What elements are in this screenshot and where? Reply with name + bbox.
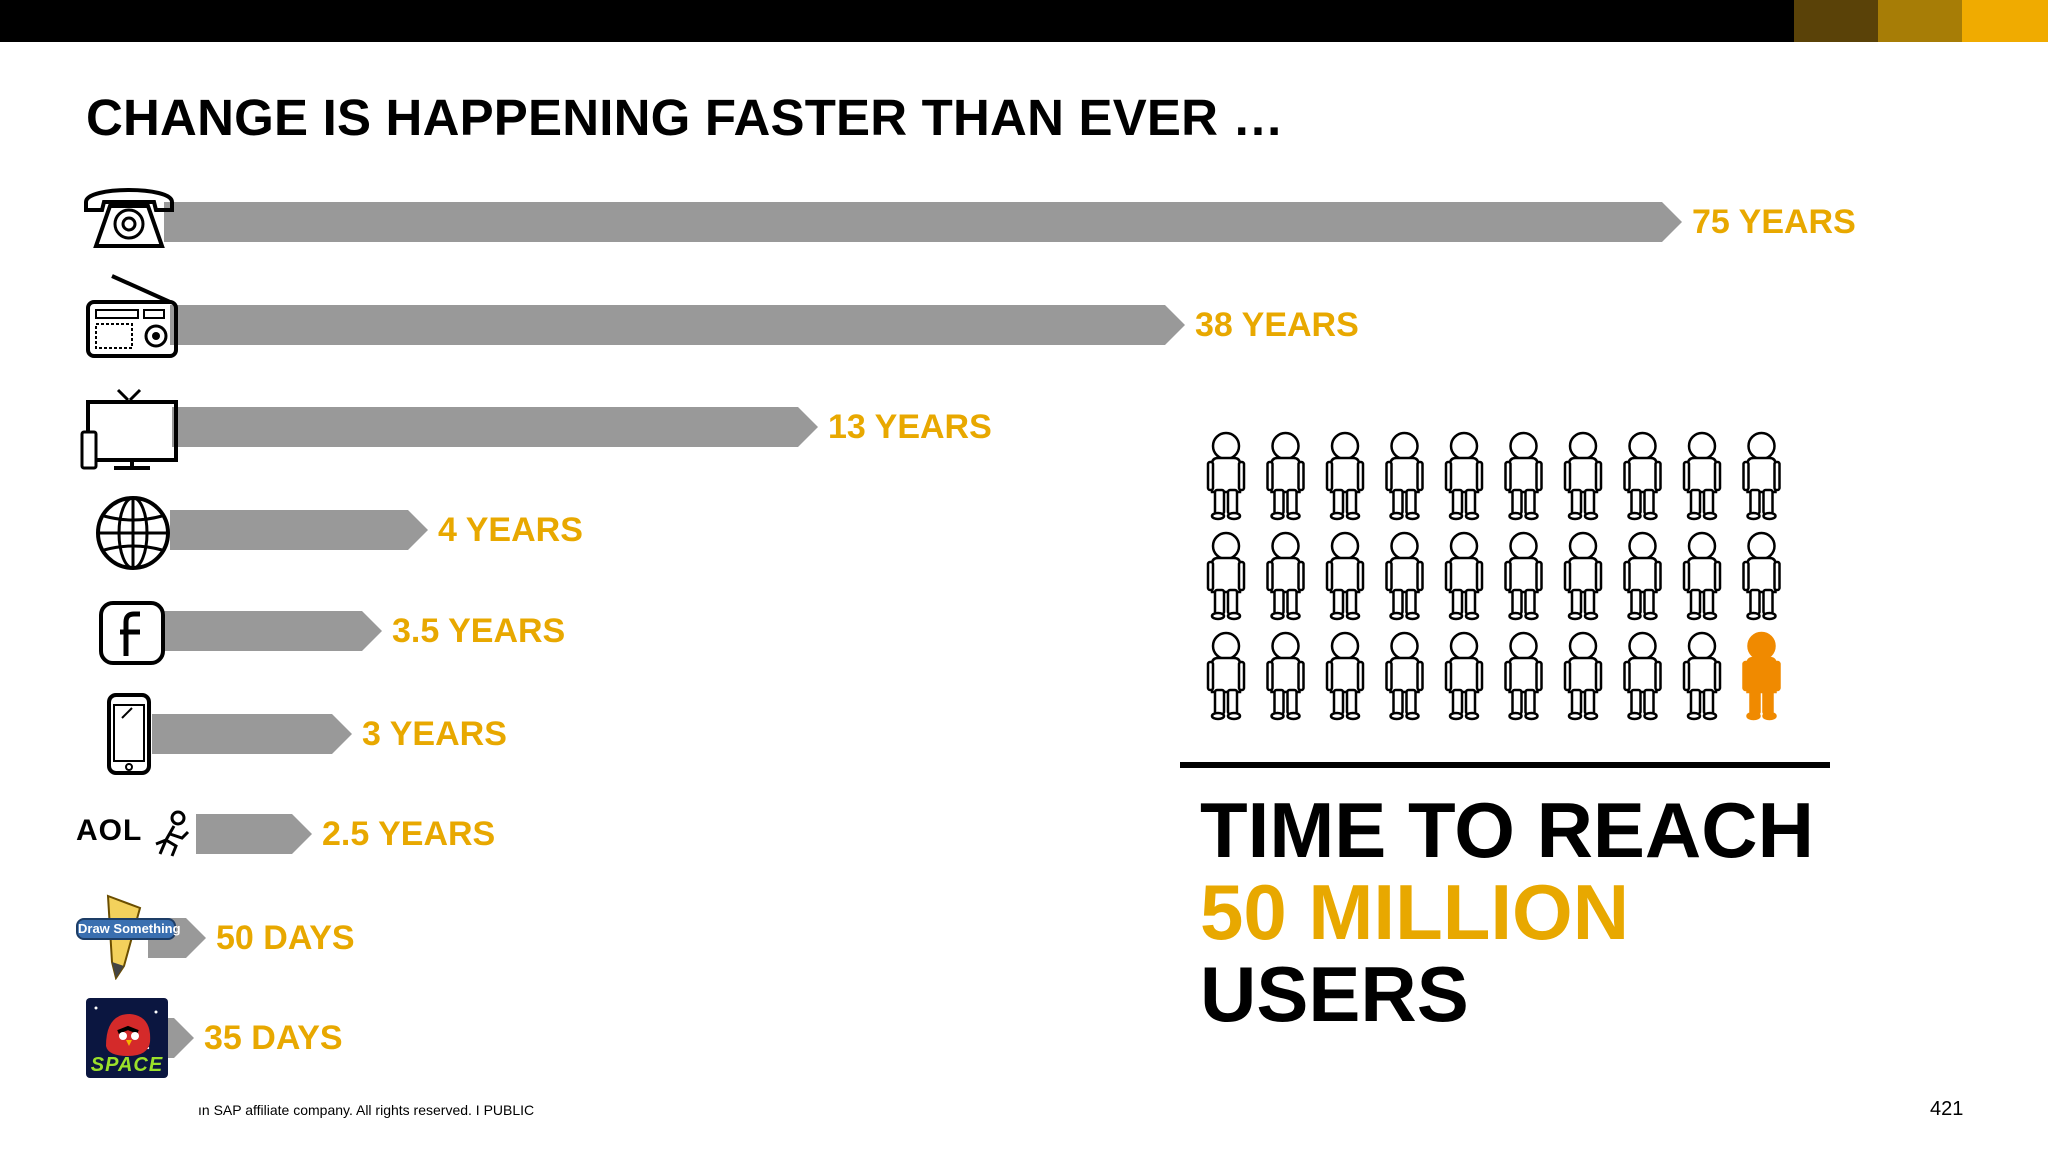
person-icon [1206, 531, 1246, 621]
person-icon [1385, 431, 1424, 521]
person-icon [1266, 631, 1305, 721]
bar-label: 13 YEARS [828, 408, 992, 446]
top-stripe-mid [1878, 0, 1962, 42]
bar-label: 3.5 YEARS [392, 612, 566, 650]
person-icon [1385, 531, 1424, 621]
angry-birds-space-icon: SPACE [86, 998, 168, 1078]
draw-something-text: Draw Something [76, 918, 181, 940]
person-icon [1563, 631, 1603, 721]
bar-label: 3 YEARS [362, 715, 507, 753]
person-icon [1266, 531, 1305, 621]
radio-icon [86, 274, 178, 358]
top-bar [0, 0, 2048, 42]
aol-logo-icon: AOL [76, 810, 196, 860]
footer-text: ın SAP affiliate company. All rights res… [198, 1102, 535, 1118]
bar-38-years [170, 305, 1185, 345]
bar-3-5-years [164, 611, 382, 651]
slide-title: CHANGE IS HAPPENING FASTER THAN EVER … [86, 89, 1284, 146]
aol-logo-text: AOL [76, 814, 143, 847]
person-icon [1444, 431, 1484, 521]
bar-label: 2.5 YEARS [322, 815, 496, 853]
person-icon [1682, 531, 1722, 621]
person-icon [1623, 431, 1662, 521]
person-icon [1563, 431, 1603, 521]
globe-icon [96, 496, 170, 570]
bar-75-years [164, 202, 1682, 242]
headline-line-3: USERS [1200, 950, 1469, 1038]
bar-label: 35 DAYS [204, 1019, 343, 1057]
headline-line-2: 50 MILLION [1200, 868, 1630, 956]
person-icon [1444, 531, 1484, 621]
facebook-icon [99, 601, 165, 665]
person-icon [1385, 631, 1424, 721]
space-logo-text: SPACE [90, 1054, 164, 1076]
bar-3-years [152, 714, 352, 754]
person-icon [1504, 431, 1543, 521]
draw-something-icon: Draw Something [76, 888, 181, 980]
bar-label: 75 YEARS [1692, 203, 1856, 241]
person-icon [1623, 631, 1662, 721]
person-icon [1682, 431, 1722, 521]
person-icon [1742, 431, 1781, 521]
bar-4-years [170, 510, 428, 550]
person-icon [1444, 631, 1484, 721]
person-icon [1206, 631, 1246, 721]
person-icon [1563, 531, 1603, 621]
person-icon [1682, 631, 1722, 721]
person-icon [1206, 431, 1246, 521]
top-stripe-dark [1794, 0, 1878, 42]
person-icon [1504, 631, 1543, 721]
people-grid [1206, 431, 1781, 721]
headline-rule [1180, 762, 1830, 768]
smartphone-icon [107, 693, 151, 775]
headline-line-1: TIME TO REACH [1200, 786, 1814, 874]
person-highlighted-icon [1742, 631, 1781, 721]
bar-13-years [172, 407, 818, 447]
bar-label: 4 YEARS [438, 511, 583, 549]
bar-label: 50 DAYS [216, 919, 355, 957]
person-icon [1325, 631, 1365, 721]
person-icon [1325, 431, 1365, 521]
person-icon [1742, 531, 1781, 621]
television-icon [80, 388, 178, 470]
person-icon [1325, 531, 1365, 621]
person-icon [1504, 531, 1543, 621]
page-number: 421 [1930, 1098, 1964, 1120]
bar-35-days [168, 1018, 194, 1058]
person-icon [1623, 531, 1662, 621]
bar-label: 38 YEARS [1195, 306, 1359, 344]
bar-2-5-years [196, 814, 312, 854]
top-stripe-light [1962, 0, 2048, 42]
person-icon [1266, 431, 1305, 521]
telephone-icon [84, 188, 174, 248]
